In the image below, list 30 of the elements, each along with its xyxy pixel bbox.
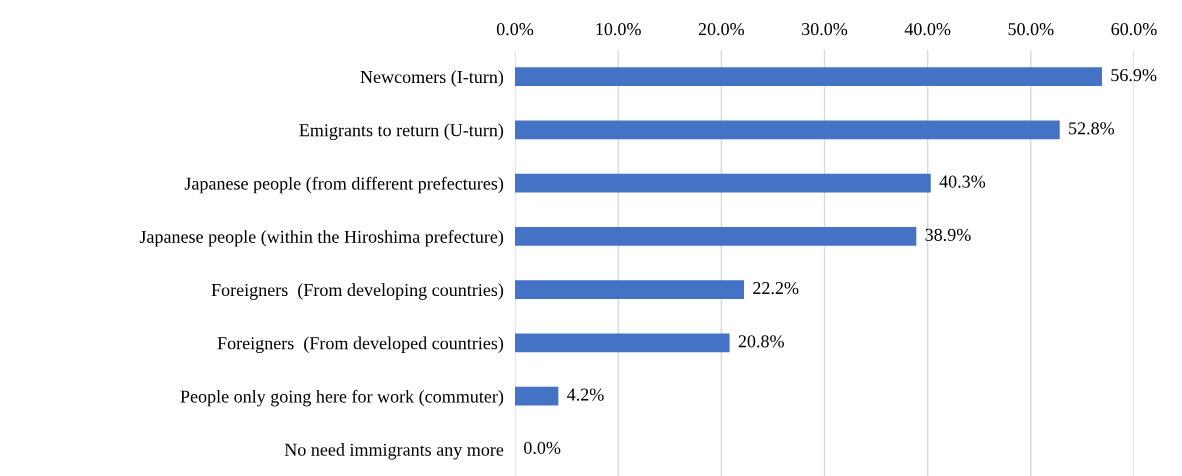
bar (515, 173, 931, 193)
data-label: 56.9% (1111, 68, 1157, 82)
x-tick-label: 60.0% (1111, 23, 1157, 36)
data-label: 20.8% (738, 335, 784, 348)
bar (515, 386, 559, 406)
y-tick-label: No need immigrants any more (284, 443, 504, 460)
data-label: 4.2% (567, 388, 604, 401)
y-tick-label: Japanese people (within the Hiroshima prefecture) (139, 230, 504, 247)
bar (515, 280, 745, 299)
bar (515, 227, 917, 246)
data-label: 0.0% (524, 441, 561, 454)
x-tick-label: 0.0% (496, 23, 534, 36)
y-tick-label: Foreigners (From developing countries) (211, 283, 504, 300)
x-tick-label: 30.0% (802, 23, 848, 36)
bar (515, 333, 730, 353)
data-label: 52.8% (1069, 122, 1115, 135)
data-label: 38.9% (925, 228, 971, 241)
y-tick-label: Japanese people (from different prefectures) (184, 176, 504, 194)
y-tick-label: Foreigners (From developed countries) (217, 336, 504, 354)
y-tick-label: Newcomers (I-turn) (360, 70, 504, 87)
data-label: 22.2% (753, 281, 799, 295)
y-tick-label: Emigrants to return (U-turn) (299, 123, 504, 141)
x-tick-label: 20.0% (698, 23, 745, 36)
bar (515, 67, 1103, 86)
bar (515, 120, 1060, 140)
x-tick-label: 40.0% (904, 23, 951, 36)
x-tick-label: 50.0% (1008, 23, 1054, 36)
y-tick-label: People only going here for work (commuter) (180, 389, 504, 407)
data-label: 40.3% (939, 175, 986, 188)
x-tick-label: 10.0% (596, 23, 641, 36)
